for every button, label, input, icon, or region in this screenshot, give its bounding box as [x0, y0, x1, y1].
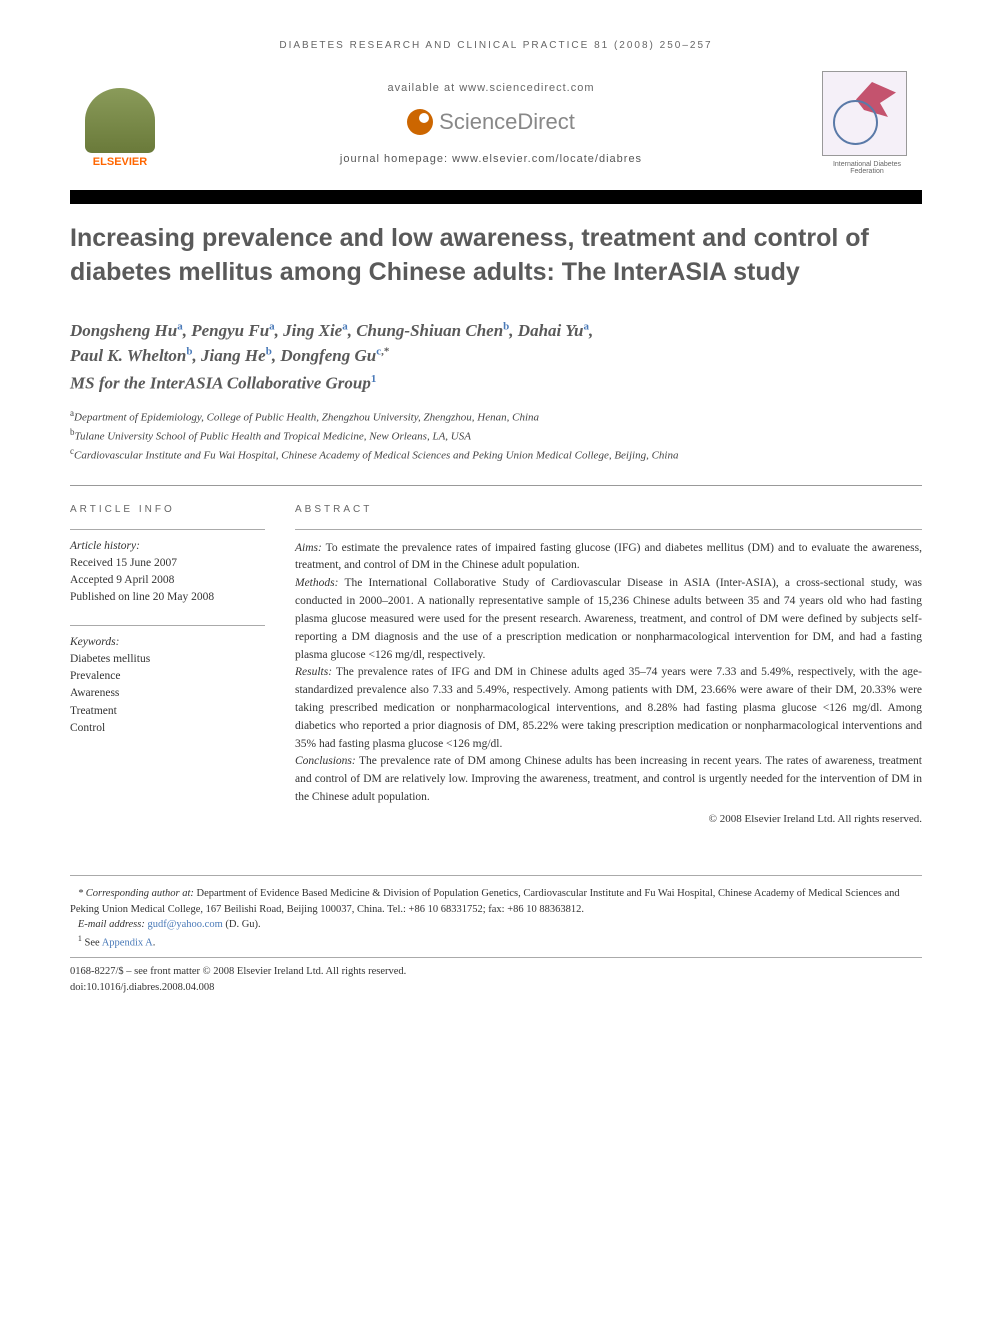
- info-abstract-row: ARTICLE INFO Article history: Received 1…: [70, 485, 922, 825]
- keyword: Treatment: [70, 703, 265, 720]
- history-accepted: Accepted 9 April 2008: [70, 572, 265, 589]
- journal-homepage-text: journal homepage: www.elsevier.com/locat…: [180, 153, 802, 165]
- center-header: available at www.sciencedirect.com Scien…: [160, 82, 822, 165]
- affiliation-marker: a: [583, 320, 589, 332]
- conclusions-label: Conclusions:: [295, 755, 356, 767]
- methods-text: The International Collaborative Study of…: [295, 577, 922, 660]
- affiliation-line: aDepartment of Epidemiology, College of …: [70, 407, 922, 426]
- article-title: Increasing prevalence and low awareness,…: [70, 222, 922, 290]
- corresponding-label: * Corresponding author at:: [78, 888, 194, 899]
- abstract-column: ABSTRACT Aims: To estimate the prevalenc…: [295, 504, 922, 825]
- email-link[interactable]: gudf@yahoo.com: [147, 919, 222, 930]
- affiliation-line: cCardiovascular Institute and Fu Wai Hos…: [70, 445, 922, 464]
- history-received: Received 15 June 2007: [70, 555, 265, 572]
- email-label: E-mail address:: [78, 919, 145, 930]
- idf-label: International Diabetes Federation: [822, 161, 912, 175]
- sciencedirect-label: ScienceDirect: [439, 109, 575, 135]
- elsevier-label: ELSEVIER: [93, 156, 147, 168]
- footnote-1-suffix: .: [153, 938, 156, 949]
- affiliation-line: bTulane University School of Public Heal…: [70, 426, 922, 445]
- affiliation-marker: a: [177, 320, 183, 332]
- author-name: Paul K. Whelton: [70, 346, 186, 365]
- running-head: DIABETES RESEARCH AND CLINICAL PRACTICE …: [70, 40, 922, 51]
- methods-label: Methods:: [295, 577, 338, 589]
- email-line: E-mail address: gudf@yahoo.com (D. Gu).: [70, 917, 922, 933]
- doi-line: doi:10.1016/j.diabres.2008.04.008: [70, 980, 922, 996]
- keyword: Prevalence: [70, 668, 265, 685]
- collaborative-group-line: MS for the InterASIA Collaborative Group…: [70, 373, 922, 394]
- affiliation-marker: b: [503, 320, 509, 332]
- corresponding-marker: *: [384, 345, 390, 357]
- available-at-text: available at www.sciencedirect.com: [180, 82, 802, 94]
- author-name: Pengyu Fu: [191, 321, 269, 340]
- appendix-link[interactable]: Appendix A: [102, 938, 153, 949]
- conclusions-text: The prevalence rate of DM among Chinese …: [295, 755, 922, 803]
- sciencedirect-logo[interactable]: ScienceDirect: [407, 109, 575, 135]
- affiliation-sup: b: [70, 427, 75, 437]
- corresponding-author-note: * Corresponding author at: Department of…: [70, 886, 922, 918]
- black-divider-bar: [70, 190, 922, 204]
- aims-text: To estimate the prevalence rates of impa…: [295, 542, 922, 572]
- article-info-column: ARTICLE INFO Article history: Received 1…: [70, 504, 265, 825]
- idf-globe-icon: [833, 100, 878, 145]
- author-name: Dongfeng Gu: [280, 346, 376, 365]
- corresponding-text: Department of Evidence Based Medicine & …: [70, 888, 900, 915]
- aims-label: Aims:: [295, 542, 322, 554]
- abstract-copyright: © 2008 Elsevier Ireland Ltd. All rights …: [295, 813, 922, 825]
- keyword: Diabetes mellitus: [70, 651, 265, 668]
- results-text: The prevalence rates of IFG and DM in Ch…: [295, 666, 922, 749]
- footnote-1: 1 See Appendix A.: [70, 933, 922, 951]
- sciencedirect-icon: [407, 109, 433, 135]
- group-footnote-marker: 1: [371, 373, 377, 385]
- history-published: Published on line 20 May 2008: [70, 589, 265, 606]
- abstract-body: Aims: To estimate the prevalence rates o…: [295, 540, 922, 807]
- affiliation-sup: c: [70, 446, 74, 456]
- abstract-label: ABSTRACT: [295, 504, 922, 515]
- elsevier-logo: ELSEVIER: [80, 78, 160, 168]
- idf-logo-box: [822, 71, 907, 156]
- email-person: (D. Gu).: [223, 919, 261, 930]
- bottom-meta-block: 0168-8227/$ – see front matter © 2008 El…: [70, 964, 922, 996]
- affiliation-marker: b: [186, 345, 192, 357]
- footnote-divider: [70, 875, 922, 876]
- page-container: DIABETES RESEARCH AND CLINICAL PRACTICE …: [0, 0, 992, 1026]
- group-text: MS for the InterASIA Collaborative Group: [70, 373, 371, 392]
- footnotes-block: * Corresponding author at: Department of…: [70, 886, 922, 952]
- author-name: Jing Xie: [283, 321, 342, 340]
- results-label: Results:: [295, 666, 332, 678]
- issn-line: 0168-8227/$ – see front matter © 2008 El…: [70, 964, 922, 980]
- footnote-1-prefix: See: [82, 938, 102, 949]
- affiliation-marker: b: [266, 345, 272, 357]
- info-divider: [70, 529, 265, 530]
- affiliation-sup: a: [70, 408, 74, 418]
- keyword: Control: [70, 720, 265, 737]
- author-name: Chung-Shiuan Chen: [356, 321, 503, 340]
- article-info-label: ARTICLE INFO: [70, 504, 265, 515]
- keywords-label: Keywords:: [70, 634, 265, 651]
- affiliation-marker: a: [269, 320, 275, 332]
- article-history-block: Article history: Received 15 June 2007 A…: [70, 538, 265, 607]
- keywords-block: Keywords: Diabetes mellitus Prevalence A…: [70, 634, 265, 738]
- abstract-divider: [295, 529, 922, 530]
- info-divider: [70, 625, 265, 626]
- idf-logo: International Diabetes Federation: [822, 71, 912, 175]
- author-name: Dahai Yu: [518, 321, 584, 340]
- affiliations-block: aDepartment of Epidemiology, College of …: [70, 407, 922, 464]
- journal-header: ELSEVIER available at www.sciencedirect.…: [70, 71, 922, 175]
- bottom-divider: [70, 957, 922, 958]
- author-name: Dongsheng Hu: [70, 321, 177, 340]
- author-name: Jiang He: [201, 346, 266, 365]
- affiliation-marker: a: [342, 320, 348, 332]
- history-label: Article history:: [70, 538, 265, 555]
- authors-line: Dongsheng Hua, Pengyu Fua, Jing Xiea, Ch…: [70, 318, 922, 369]
- keyword: Awareness: [70, 685, 265, 702]
- elsevier-tree-icon: [85, 88, 155, 153]
